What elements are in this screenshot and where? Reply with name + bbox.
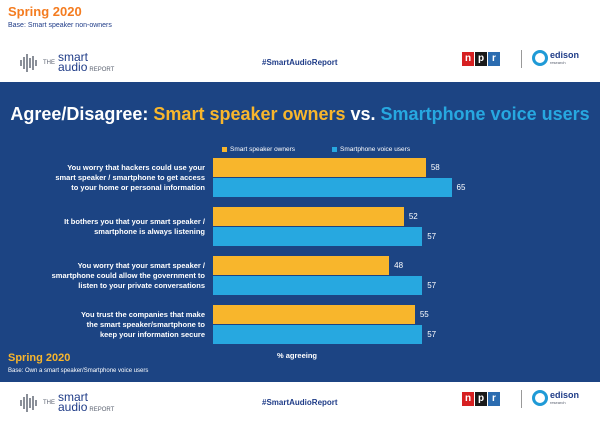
chart-title: Agree/Disagree: Smart speaker owners vs.…: [10, 104, 590, 124]
edison-ring-icon: [532, 50, 548, 66]
smart-audio-report-logo-footer: THE smart audio REPORT: [20, 390, 114, 416]
data-label-voice: 57: [427, 281, 437, 290]
bar-owners: [213, 207, 404, 226]
edison-ring-icon: [532, 390, 548, 406]
bar-voice: [213, 178, 452, 197]
bar-owners: [213, 158, 426, 177]
bar-voice: [213, 325, 423, 344]
data-label-owners: 55: [419, 310, 429, 319]
soundwave-icon: [20, 394, 37, 412]
soundwave-icon: [20, 54, 37, 72]
season-label: Spring 2020: [8, 4, 82, 19]
hashtag: #SmartAudioReport: [262, 58, 338, 67]
bar-voice: [213, 227, 423, 246]
season-label-2: Spring 2020: [8, 352, 71, 364]
logo-divider: [521, 50, 522, 68]
legend-owners: Smart speaker owners: [222, 146, 295, 153]
base-note: Base: Smart speaker non-owners: [8, 22, 112, 29]
category-label: You worry that hackers could use your sma…: [55, 162, 205, 192]
hashtag-footer: #SmartAudioReport: [262, 398, 338, 407]
logo-divider-footer: [521, 390, 522, 408]
data-label-voice: 57: [427, 330, 437, 339]
legend-owners-label: Smart speaker owners: [230, 146, 296, 153]
edison-research-logo-footer: edison research: [532, 390, 579, 406]
data-label-owners: 48: [394, 261, 404, 270]
data-label-owners: 58: [430, 163, 440, 172]
legend-owners-swatch: [222, 147, 227, 152]
category-label: It bothers you that your smart speaker /…: [64, 216, 205, 236]
edison-research-logo: edison research: [532, 50, 579, 66]
report-footer: THE smart audio REPORT #SmartAudioReport …: [0, 382, 600, 424]
report-header: Spring 2020 Base: Smart speaker non-owne…: [0, 0, 600, 82]
smart-audio-report-logo: THE smart audio REPORT: [20, 50, 114, 76]
base-note-2: Base: Own a smart speaker/Smartphone voi…: [8, 368, 149, 374]
bar-voice: [213, 276, 423, 295]
legend-voice-swatch: [332, 147, 337, 152]
legend-voice: Smartphone voice users: [332, 146, 410, 153]
category-label: You trust the companies that make the sma…: [80, 309, 205, 339]
data-label-voice: 57: [427, 232, 437, 241]
bar-owners: [213, 256, 390, 275]
data-label-voice: 65: [456, 183, 466, 192]
bar-owners: [213, 305, 415, 324]
category-label: You worry that your smart speaker / smart…: [51, 260, 205, 290]
x-axis-label: % agreeing: [277, 351, 318, 360]
legend-voice-label: Smartphone voice users: [340, 146, 411, 153]
data-label-owners: 52: [408, 212, 418, 221]
